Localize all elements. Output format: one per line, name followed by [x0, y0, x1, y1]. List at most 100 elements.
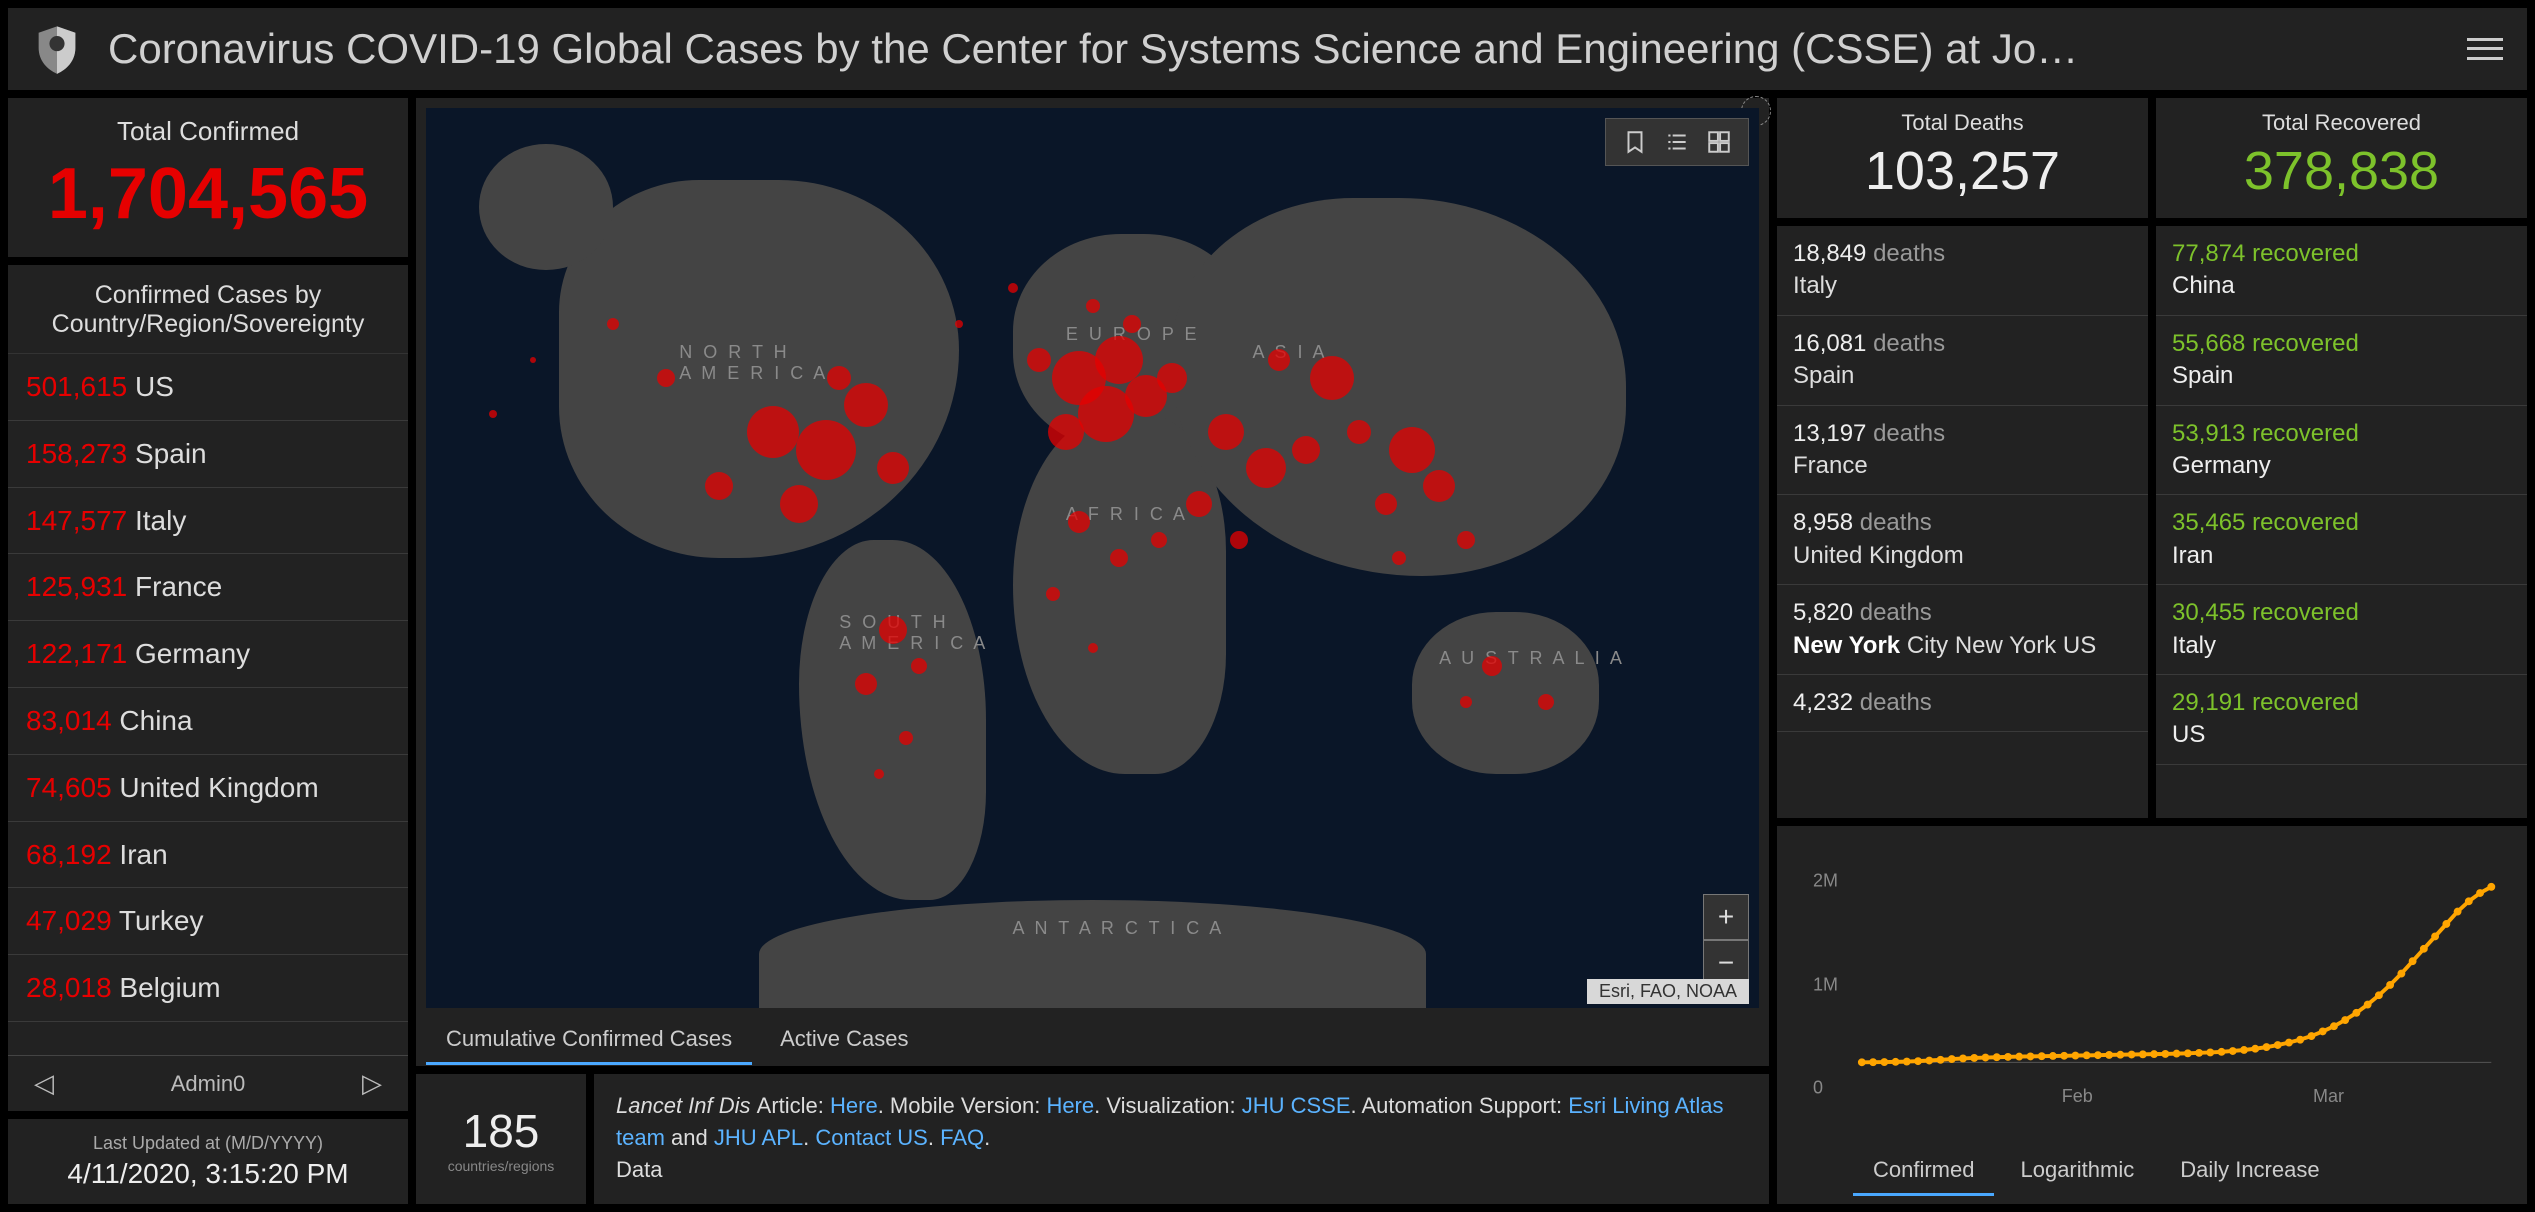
- case-marker[interactable]: [747, 406, 799, 458]
- case-marker[interactable]: [1046, 587, 1060, 601]
- case-marker[interactable]: [1310, 356, 1354, 400]
- country-list-nav: ◁ Admin0 ▷: [8, 1055, 408, 1111]
- country-row[interactable]: 158,273 Spain: [8, 421, 408, 488]
- jhu-logo-icon: [30, 22, 84, 76]
- deaths-row[interactable]: 18,849 deathsItaly: [1777, 226, 2148, 316]
- case-marker[interactable]: [1208, 414, 1244, 450]
- case-marker[interactable]: [1392, 551, 1406, 565]
- case-marker[interactable]: [844, 383, 888, 427]
- case-marker[interactable]: [1123, 315, 1141, 333]
- case-marker[interactable]: [899, 731, 913, 745]
- recovered-row[interactable]: 35,465 recoveredIran: [2156, 495, 2527, 585]
- case-marker[interactable]: [1375, 493, 1397, 515]
- chart-svg: [1793, 846, 2511, 1121]
- recovered-list[interactable]: 77,874 recoveredChina55,668 recoveredSpa…: [2156, 226, 2527, 818]
- zoom-controls: + −: [1703, 894, 1749, 986]
- case-marker[interactable]: [1068, 511, 1090, 533]
- case-marker[interactable]: [1347, 420, 1371, 444]
- zoom-in-button[interactable]: +: [1703, 894, 1749, 940]
- recovered-row[interactable]: 29,191 recoveredUS: [2156, 675, 2527, 765]
- case-marker[interactable]: [1457, 531, 1475, 549]
- deaths-row[interactable]: 5,820 deathsNew York City New York US: [1777, 585, 2148, 675]
- bookmark-icon[interactable]: [1622, 129, 1648, 155]
- case-marker[interactable]: [827, 366, 851, 390]
- country-row[interactable]: 125,931 France: [8, 554, 408, 621]
- deaths-list[interactable]: 18,849 deathsItaly16,081 deathsSpain13,1…: [1777, 226, 2148, 818]
- country-row[interactable]: 28,018 Belgium: [8, 955, 408, 1022]
- countries-count-label: countries/regions: [448, 1158, 555, 1174]
- case-marker[interactable]: [877, 452, 909, 484]
- chart-tab[interactable]: Confirmed: [1853, 1147, 1994, 1196]
- chart-tab[interactable]: Logarithmic: [2000, 1147, 2154, 1196]
- chart-tab[interactable]: Daily Increase: [2160, 1147, 2339, 1196]
- recovered-row[interactable]: 53,913 recoveredGermany: [2156, 406, 2527, 496]
- legend-icon[interactable]: [1664, 129, 1690, 155]
- case-marker[interactable]: [705, 472, 733, 500]
- country-row[interactable]: 68,192 Iran: [8, 822, 408, 889]
- basemap-icon[interactable]: [1706, 129, 1732, 155]
- recovered-row[interactable]: 30,455 recoveredItaly: [2156, 585, 2527, 675]
- case-marker[interactable]: [1157, 363, 1187, 393]
- total-confirmed-label: Total Confirmed: [8, 116, 408, 147]
- countries-count-panel: 185 countries/regions: [416, 1074, 586, 1204]
- map-tab[interactable]: Active Cases: [760, 1016, 928, 1065]
- case-marker[interactable]: [1230, 531, 1248, 549]
- total-recovered-value: 378,838: [2156, 140, 2527, 202]
- case-marker[interactable]: [796, 420, 856, 480]
- case-marker[interactable]: [1088, 643, 1098, 653]
- continent-label: A N T A R C T I C A: [1013, 918, 1225, 939]
- deaths-row[interactable]: 8,958 deathsUnited Kingdom: [1777, 495, 2148, 585]
- nav-right-icon[interactable]: ▷: [352, 1064, 392, 1103]
- deaths-row[interactable]: 16,081 deathsSpain: [1777, 316, 2148, 406]
- map-tab[interactable]: Cumulative Confirmed Cases: [426, 1016, 752, 1065]
- country-row[interactable]: 147,577 Italy: [8, 488, 408, 555]
- case-marker[interactable]: [657, 369, 675, 387]
- case-marker[interactable]: [1460, 696, 1472, 708]
- total-recovered-label: Total Recovered: [2156, 110, 2527, 136]
- deaths-row[interactable]: 4,232 deaths: [1777, 675, 2148, 732]
- case-marker[interactable]: [607, 318, 619, 330]
- confirmed-by-country-panel: Confirmed Cases by Country/Region/Sovere…: [8, 265, 408, 1111]
- case-marker[interactable]: [1268, 349, 1290, 371]
- case-marker[interactable]: [1423, 470, 1455, 502]
- recovered-row[interactable]: 77,874 recoveredChina: [2156, 226, 2527, 316]
- case-marker[interactable]: [1086, 299, 1100, 313]
- chart-area[interactable]: 01M2MFebMar: [1793, 846, 2511, 1141]
- case-marker[interactable]: [1246, 448, 1286, 488]
- total-deaths-label: Total Deaths: [1777, 110, 2148, 136]
- deaths-row[interactable]: 13,197 deathsFrance: [1777, 406, 2148, 496]
- case-marker[interactable]: [489, 410, 497, 418]
- chart-tabs: ConfirmedLogarithmicDaily Increase: [1793, 1147, 2511, 1196]
- case-marker[interactable]: [1008, 283, 1018, 293]
- case-marker[interactable]: [1389, 427, 1435, 473]
- case-marker[interactable]: [855, 673, 877, 695]
- case-marker[interactable]: [874, 769, 884, 779]
- case-marker[interactable]: [911, 658, 927, 674]
- case-marker[interactable]: [1048, 414, 1084, 450]
- case-marker[interactable]: [1292, 436, 1320, 464]
- country-row[interactable]: 74,605 United Kingdom: [8, 755, 408, 822]
- confirmed-country-list[interactable]: 501,615 US158,273 Spain147,577 Italy125,…: [8, 354, 408, 1055]
- menu-button[interactable]: [2465, 29, 2505, 69]
- case-marker[interactable]: [1482, 656, 1502, 676]
- case-marker[interactable]: [1538, 694, 1554, 710]
- case-marker[interactable]: [530, 357, 536, 363]
- map-canvas[interactable]: N O R T HA M E R I C A S O U T HA M E R …: [426, 108, 1759, 1008]
- nav-level-label: Admin0: [171, 1071, 246, 1097]
- case-marker[interactable]: [955, 320, 963, 328]
- case-marker[interactable]: [1110, 549, 1128, 567]
- case-marker[interactable]: [1027, 348, 1051, 372]
- country-row[interactable]: 83,014 China: [8, 688, 408, 755]
- continent-label: A U S T R A L I A: [1439, 648, 1625, 669]
- case-marker[interactable]: [780, 485, 818, 523]
- header-bar: Coronavirus COVID-19 Global Cases by the…: [8, 8, 2527, 90]
- country-row[interactable]: 501,615 US: [8, 354, 408, 421]
- countries-count: 185: [463, 1104, 540, 1158]
- nav-left-icon[interactable]: ◁: [24, 1064, 64, 1103]
- case-marker[interactable]: [1186, 491, 1212, 517]
- recovered-row[interactable]: 55,668 recoveredSpain: [2156, 316, 2527, 406]
- country-row[interactable]: 47,029 Turkey: [8, 888, 408, 955]
- country-row[interactable]: 122,171 Germany: [8, 621, 408, 688]
- case-marker[interactable]: [879, 616, 907, 644]
- case-marker[interactable]: [1151, 532, 1167, 548]
